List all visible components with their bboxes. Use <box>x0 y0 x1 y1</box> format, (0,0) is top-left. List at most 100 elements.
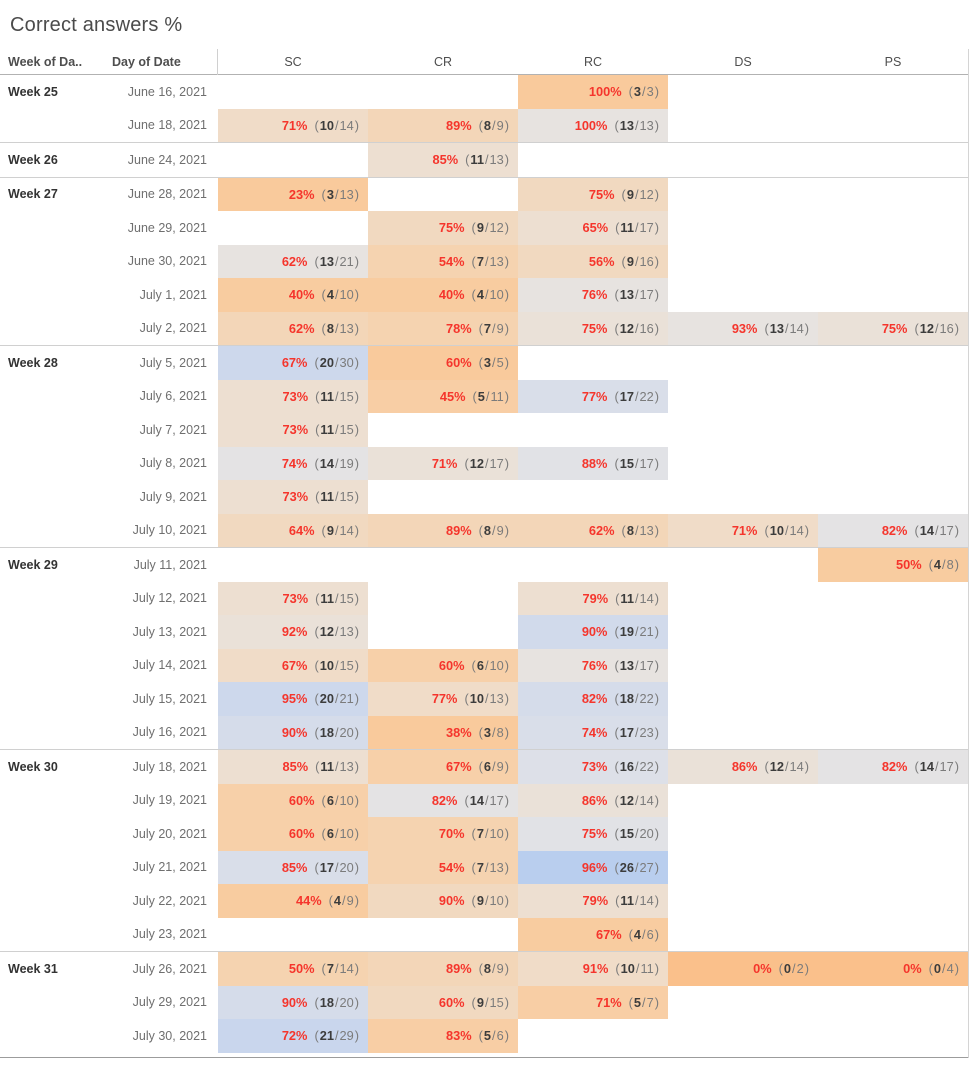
score-cell-sc[interactable]: 62% (13/21) <box>218 244 368 278</box>
score-cell-cr[interactable]: 70% (7/10) <box>368 817 518 851</box>
score-cell-sc[interactable]: 62% (8/13) <box>218 311 368 345</box>
date-row-header[interactable]: July 22, 2021 <box>132 893 207 908</box>
date-row-header[interactable]: July 13, 2021 <box>132 624 207 639</box>
date-row-header[interactable]: June 30, 2021 <box>127 254 207 269</box>
week-label[interactable]: Week 25 <box>8 84 58 99</box>
score-cell-ds[interactable]: 86% (12/14) <box>668 750 818 784</box>
score-cell-sc[interactable]: 44% (4/9) <box>218 884 368 918</box>
date-row-header[interactable]: July 15, 2021 <box>132 691 207 706</box>
score-cell-sc[interactable]: 85% (11/13) <box>218 750 368 784</box>
date-row-header[interactable]: July 23, 2021 <box>132 927 207 942</box>
date-row-header[interactable]: July 19, 2021 <box>132 793 207 808</box>
score-cell-sc[interactable]: 60% (6/10) <box>218 817 368 851</box>
date-row-header[interactable]: July 10, 2021 <box>132 523 207 538</box>
date-row-header[interactable]: June 18, 2021 <box>127 118 207 133</box>
date-row-header[interactable]: July 26, 2021 <box>132 961 207 976</box>
week-label[interactable]: Week 31 <box>8 961 58 976</box>
date-row-header[interactable]: July 14, 2021 <box>132 658 207 673</box>
score-cell-rc[interactable]: 100% (13/13) <box>518 108 668 142</box>
week-label[interactable]: Week 27 <box>8 187 58 202</box>
score-cell-cr[interactable]: 45% (5/11) <box>368 379 518 413</box>
score-cell-ds[interactable]: 93% (13/14) <box>668 311 818 345</box>
date-row-header[interactable]: July 21, 2021 <box>132 860 207 875</box>
score-cell-rc[interactable]: 73% (16/22) <box>518 750 668 784</box>
week-label[interactable]: Week 30 <box>8 759 58 774</box>
date-row-header[interactable]: June 29, 2021 <box>127 220 207 235</box>
week-label[interactable]: Week 29 <box>8 557 58 572</box>
score-cell-cr[interactable]: 90% (9/10) <box>368 884 518 918</box>
date-row-header[interactable]: July 20, 2021 <box>132 826 207 841</box>
score-cell-cr[interactable]: 71% (12/17) <box>368 446 518 480</box>
date-row-header[interactable]: July 30, 2021 <box>132 1028 207 1043</box>
score-cell-sc[interactable]: 73% (11/15) <box>218 581 368 615</box>
date-row-header[interactable]: July 29, 2021 <box>132 995 207 1010</box>
score-cell-ds[interactable]: 0% (0/2) <box>668 952 818 986</box>
score-cell-rc[interactable]: 74% (17/23) <box>518 715 668 749</box>
score-cell-sc[interactable]: 50% (7/14) <box>218 952 368 986</box>
week-label[interactable]: Week 26 <box>8 152 58 167</box>
score-cell-rc[interactable]: 71% (5/7) <box>518 985 668 1019</box>
score-cell-sc[interactable]: 74% (14/19) <box>218 446 368 480</box>
score-cell-sc[interactable]: 92% (12/13) <box>218 615 368 649</box>
score-cell-rc[interactable]: 77% (17/22) <box>518 379 668 413</box>
date-row-header[interactable]: July 1, 2021 <box>139 287 207 302</box>
score-cell-sc[interactable]: 85% (17/20) <box>218 850 368 884</box>
score-cell-cr[interactable]: 83% (5/6) <box>368 1019 518 1053</box>
column-header-week[interactable]: Week of Da.. <box>8 54 83 69</box>
date-row-header[interactable]: July 11, 2021 <box>133 557 207 572</box>
score-cell-rc[interactable]: 100% (3/3) <box>518 75 668 109</box>
score-cell-cr[interactable]: 78% (7/9) <box>368 311 518 345</box>
date-row-header[interactable]: July 5, 2021 <box>139 355 207 370</box>
score-cell-cr[interactable]: 75% (9/12) <box>368 211 518 245</box>
date-row-header[interactable]: July 16, 2021 <box>132 725 207 740</box>
score-cell-sc[interactable]: 73% (11/15) <box>218 480 368 514</box>
score-cell-rc[interactable]: 79% (11/14) <box>518 884 668 918</box>
score-cell-cr[interactable]: 40% (4/10) <box>368 278 518 312</box>
score-cell-rc[interactable]: 82% (18/22) <box>518 682 668 716</box>
score-cell-rc[interactable]: 62% (8/13) <box>518 513 668 547</box>
score-cell-cr[interactable]: 60% (9/15) <box>368 985 518 1019</box>
date-row-header[interactable]: July 9, 2021 <box>139 489 207 504</box>
column-header-cr[interactable]: CR <box>433 54 453 69</box>
score-cell-cr[interactable]: 85% (11/13) <box>368 143 518 177</box>
score-cell-ps[interactable]: 50% (4/8) <box>818 548 968 582</box>
score-cell-cr[interactable]: 89% (8/9) <box>368 108 518 142</box>
score-cell-rc[interactable]: 90% (19/21) <box>518 615 668 649</box>
score-cell-ps[interactable]: 82% (14/17) <box>818 513 968 547</box>
score-cell-sc[interactable]: 73% (11/15) <box>218 413 368 447</box>
score-cell-sc[interactable]: 71% (10/14) <box>218 108 368 142</box>
score-cell-sc[interactable]: 72% (21/29) <box>218 1019 368 1053</box>
date-row-header[interactable]: July 2, 2021 <box>139 321 207 336</box>
date-row-header[interactable]: June 24, 2021 <box>127 152 207 167</box>
score-cell-sc[interactable]: 60% (6/10) <box>218 783 368 817</box>
score-cell-sc[interactable]: 23% (3/13) <box>218 177 368 211</box>
score-cell-cr[interactable]: 54% (7/13) <box>368 244 518 278</box>
score-cell-sc[interactable]: 67% (10/15) <box>218 648 368 682</box>
score-cell-rc[interactable]: 76% (13/17) <box>518 278 668 312</box>
score-cell-sc[interactable]: 40% (4/10) <box>218 278 368 312</box>
score-cell-cr[interactable]: 77% (10/13) <box>368 682 518 716</box>
score-cell-sc[interactable]: 73% (11/15) <box>218 379 368 413</box>
date-row-header[interactable]: July 6, 2021 <box>139 389 207 404</box>
score-cell-rc[interactable]: 56% (9/16) <box>518 244 668 278</box>
score-cell-sc[interactable]: 95% (20/21) <box>218 682 368 716</box>
score-cell-cr[interactable]: 60% (6/10) <box>368 648 518 682</box>
score-cell-rc[interactable]: 91% (10/11) <box>518 952 668 986</box>
score-cell-cr[interactable]: 82% (14/17) <box>368 783 518 817</box>
score-cell-cr[interactable]: 60% (3/5) <box>368 346 518 380</box>
score-cell-cr[interactable]: 54% (7/13) <box>368 850 518 884</box>
date-row-header[interactable]: June 28, 2021 <box>127 187 207 202</box>
score-cell-rc[interactable]: 79% (11/14) <box>518 581 668 615</box>
date-row-header[interactable]: July 18, 2021 <box>132 759 207 774</box>
column-header-day[interactable]: Day of Date <box>106 48 218 75</box>
score-cell-ps[interactable]: 82% (14/17) <box>818 750 968 784</box>
score-cell-rc[interactable]: 96% (26/27) <box>518 850 668 884</box>
score-cell-cr[interactable]: 38% (3/8) <box>368 715 518 749</box>
score-cell-rc[interactable]: 67% (4/6) <box>518 917 668 951</box>
score-cell-rc[interactable]: 76% (13/17) <box>518 648 668 682</box>
date-row-header[interactable]: July 12, 2021 <box>132 591 207 606</box>
column-header-rc[interactable]: RC <box>583 54 603 69</box>
score-cell-rc[interactable]: 65% (11/17) <box>518 211 668 245</box>
score-cell-rc[interactable]: 75% (12/16) <box>518 311 668 345</box>
score-cell-ps[interactable]: 75% (12/16) <box>818 311 968 345</box>
